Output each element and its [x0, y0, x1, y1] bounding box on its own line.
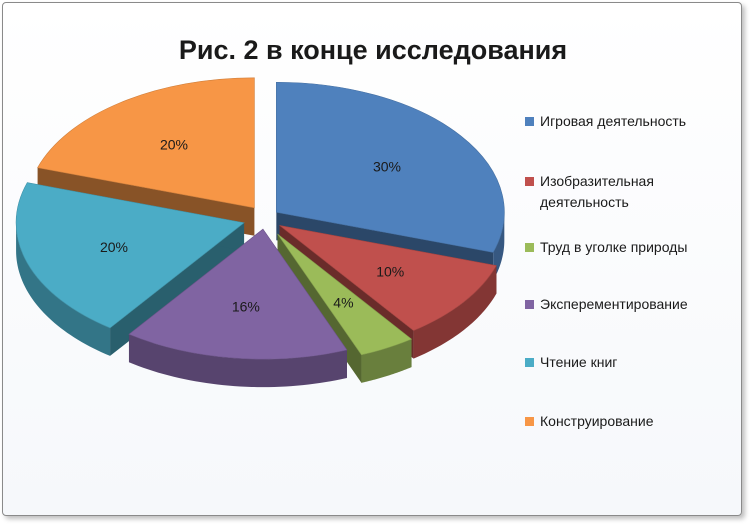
data-label-nature: 4%	[333, 294, 353, 310]
data-label-art: 10%	[376, 263, 404, 279]
slice-front-wall	[16, 222, 111, 356]
legend-swatch-game	[525, 117, 534, 126]
pie-chart: 30% 10% 4% 16% 20% 20%	[15, 77, 505, 388]
slice-top	[37, 77, 255, 209]
data-label-reading: 20%	[100, 239, 128, 255]
slice-top	[276, 81, 505, 253]
legend-item-game: Игровая деятельность	[525, 111, 740, 132]
data-label-game: 30%	[373, 158, 401, 174]
data-label-construct: 20%	[160, 137, 188, 153]
slice-front-wall	[361, 339, 412, 383]
legend-swatch-construct	[525, 417, 534, 426]
legend-label-game: Игровая деятельность	[540, 113, 687, 129]
legend-swatch-nature	[525, 243, 534, 252]
legend-label-reading: Чтение книг	[540, 354, 618, 370]
legend-label-experiment: Эксперементирование	[540, 296, 688, 312]
data-label-experiment: 16%	[232, 298, 260, 314]
pie-slice-experiment	[128, 228, 348, 388]
slice-front-wall	[413, 265, 497, 359]
chart-frame: Рис. 2 в конце исследования 30% 10% 4% 16% 2…	[2, 2, 742, 516]
slice-top	[277, 233, 413, 356]
slice-top	[15, 182, 245, 329]
legend-swatch-experiment	[525, 300, 534, 309]
legend-label-nature: Труд в уголке природы	[540, 239, 688, 255]
legend-item-art: Изобразительная деятельность	[525, 171, 690, 213]
legend-label-art: Изобразительная деятельность	[540, 173, 654, 210]
slice-top	[279, 225, 497, 331]
legend-item-construct: Конструирование	[525, 411, 740, 432]
slice-front-wall	[128, 334, 347, 388]
legend-item-experiment: Эксперементирование	[525, 294, 740, 315]
legend-swatch-reading	[525, 358, 534, 367]
legend-label-construct: Конструирование	[540, 413, 654, 429]
legend-item-reading: Чтение книг	[525, 352, 740, 373]
legend-swatch-art	[525, 177, 534, 186]
chart-title: Рис. 2 в конце исследования	[178, 35, 568, 65]
legend-item-nature: Труд в уголке природы	[525, 237, 740, 258]
slice-front-wall	[493, 212, 505, 281]
slice-top	[128, 228, 348, 360]
